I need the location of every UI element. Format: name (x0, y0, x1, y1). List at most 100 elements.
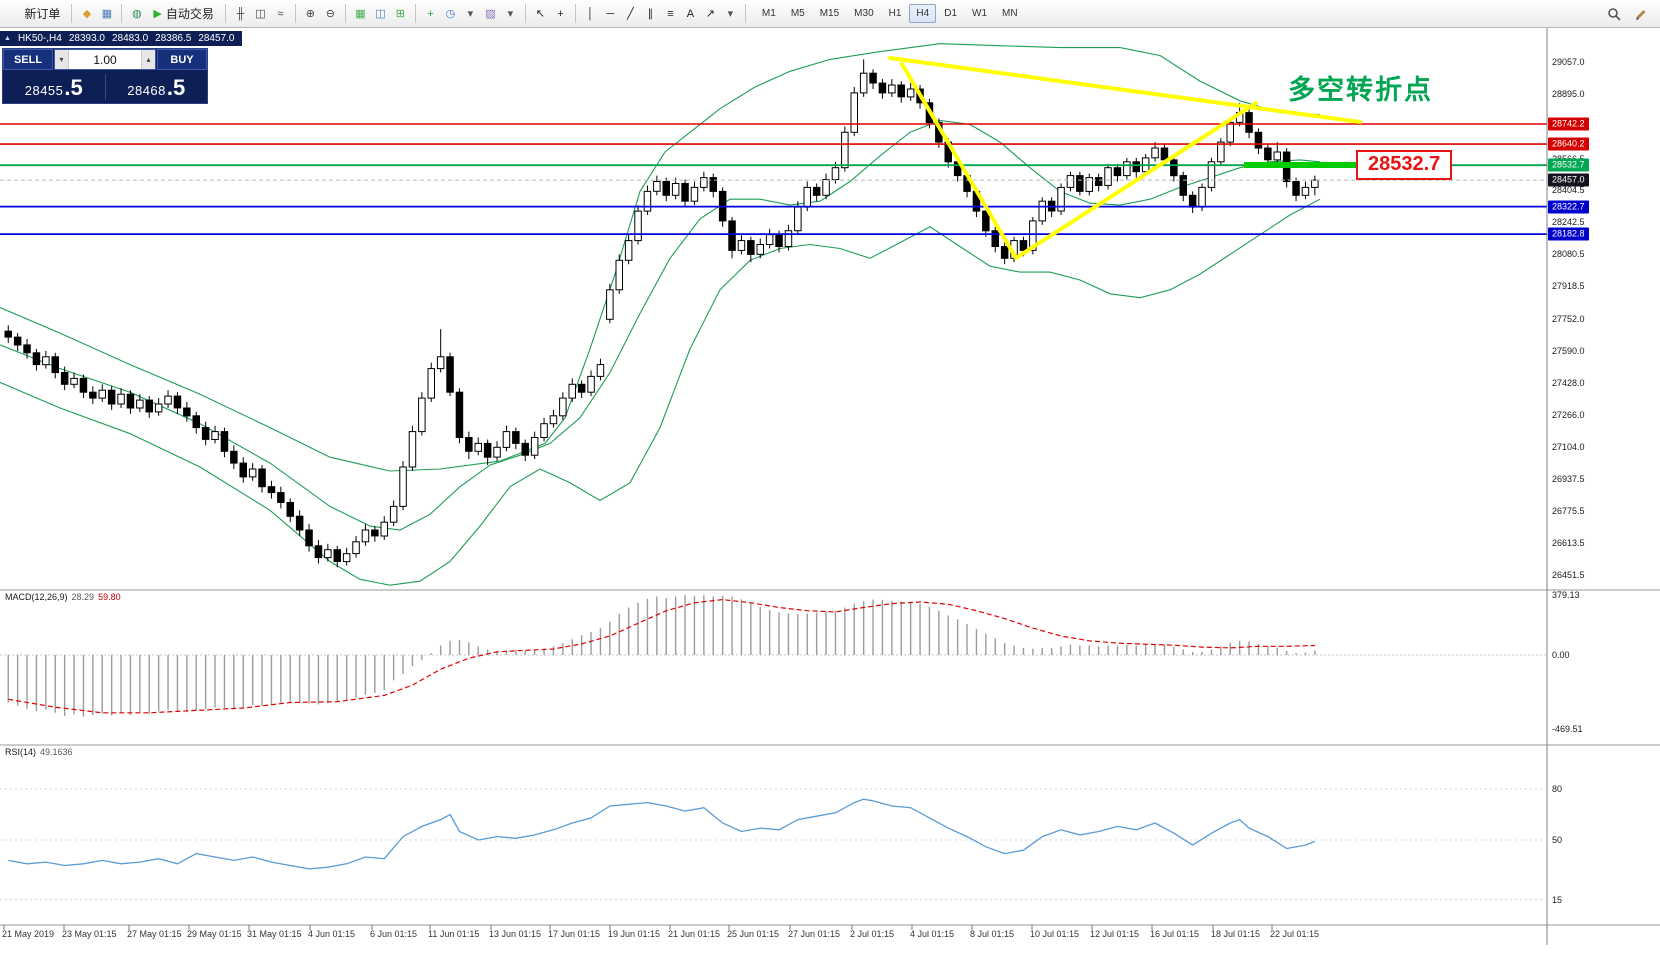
time-axis[interactable]: 21 May 2019 23 May 01:15 27 May 01:15 29 Ma… (0, 926, 1547, 946)
macd-histogram (7, 595, 1316, 717)
vertical-line-icon[interactable]: │ (581, 4, 600, 23)
time-axis-label: 12 Jul 01:15 (1090, 929, 1140, 939)
axis-scale-label: 27428.0 (1552, 377, 1585, 388)
zoom-in-icon[interactable]: ⊕ (301, 4, 320, 23)
toolbar-separator (574, 4, 576, 23)
buy-button[interactable]: BUY (157, 49, 207, 70)
toolbar-separator (414, 4, 416, 23)
timeframe-button-m5[interactable]: M5 (790, 8, 805, 19)
indicators-icon[interactable]: + (421, 4, 440, 23)
timeframe-button-mn[interactable]: MN (1002, 8, 1018, 19)
channel-icon-glyph: ∥ (647, 8, 654, 20)
cursor-icon[interactable]: ↖ (531, 4, 550, 23)
candlestick-chart-icon-glyph: ◫ (255, 8, 266, 20)
axis-scale-label: -469.51 (1552, 724, 1583, 735)
price-axis-tag: 28532.7 (1548, 158, 1589, 172)
buy-price[interactable]: 28468.5 (127, 74, 186, 100)
templates-icon-glyph: ▨ (485, 8, 496, 20)
price-axis-tag: 28640.2 (1548, 137, 1589, 151)
price-axis[interactable]: 29057.0 28895.0 28566.5 28404.5 28242.5 28080… (1548, 28, 1660, 945)
axis-scale-label: 26775.5 (1552, 506, 1585, 517)
line-chart-icon[interactable]: ≈ (271, 4, 290, 23)
axis-scale-label: 26937.5 (1552, 474, 1585, 485)
zoom-in-icon-glyph: ⊕ (305, 8, 316, 20)
sell-price[interactable]: 28455.5 (24, 74, 83, 100)
dropdown-arrow-icon-glyph: ▾ (727, 8, 734, 20)
dropdown-arrow-icon[interactable]: ▾ (721, 4, 740, 23)
metaeditor-icon[interactable]: ◆ (77, 4, 96, 23)
new-chart-icon[interactable]: ⊞ (391, 4, 410, 23)
zoom-out-icon[interactable]: ⊖ (321, 4, 340, 23)
fibonacci-icon[interactable]: ≡ (661, 4, 680, 23)
time-axis-label: 29 May 01:15 (187, 929, 242, 939)
cursor-icon-glyph: ↖ (535, 8, 546, 20)
text-icon-glyph: A (686, 7, 695, 20)
channel-icon[interactable]: ∥ (641, 4, 660, 23)
axis-scale-label: 28080.5 (1552, 249, 1585, 260)
search-icon[interactable] (1604, 4, 1623, 23)
trendline-icon[interactable]: ╱ (621, 4, 640, 23)
toolbar-separator (121, 4, 123, 23)
timeframe-button-m30[interactable]: M30 (854, 8, 874, 19)
sell-button[interactable]: SELL (3, 49, 53, 70)
templates-icon[interactable]: ▨ (481, 4, 500, 23)
axis-scale-label: 27590.0 (1552, 345, 1585, 356)
new-order-button[interactable]: ▤ 新订单 (4, 3, 66, 25)
ohlc-bars-icon[interactable]: ╫ (231, 4, 250, 23)
auto-trading-button[interactable]: ▶ 自动交易 (147, 3, 219, 25)
candlestick-chart-icon[interactable]: ◫ (251, 4, 270, 23)
market-watch-icon[interactable]: ▦ (97, 4, 116, 23)
crosshair-icon[interactable]: + (551, 4, 570, 23)
timeframe-button-h4[interactable]: H4 (909, 4, 937, 23)
globe-icon-glyph: ◍ (132, 8, 142, 20)
periods-icon[interactable]: ◷ (441, 4, 460, 23)
time-axis-label: 6 Jun 01:15 (370, 929, 418, 939)
edit-pencil-icon[interactable] (1631, 4, 1650, 23)
symbol-title: HK50-,H4 (17, 33, 62, 44)
dropdown-arrow-icon[interactable]: ▾ (501, 4, 520, 23)
indicators-icon-glyph: + (427, 7, 434, 20)
price-axis-tag: 28457.0 (1548, 173, 1589, 187)
new-order-icon: ▤ (10, 8, 21, 20)
globe-icon[interactable]: ◍ (127, 4, 146, 23)
dropdown-arrow-icon[interactable]: ▾ (461, 4, 480, 23)
bar-close-value: 28457.0 (198, 33, 235, 44)
horizontal-line-icon-glyph: ─ (606, 7, 615, 20)
time-axis-label: 8 Jul 01:15 (970, 929, 1015, 939)
volume-up-arrow-icon[interactable]: ▴ (141, 50, 155, 69)
volume-spinner[interactable]: ▾ 1.00 ▴ (54, 49, 156, 70)
volume-value[interactable]: 1.00 (93, 52, 117, 67)
time-axis-label: 21 May 2019 (2, 929, 55, 939)
time-axis-label: 27 May 01:15 (127, 929, 182, 939)
fibonacci-icon-glyph: ≡ (667, 7, 674, 20)
horizontal-line-icon[interactable]: ─ (601, 4, 620, 23)
bar-open-value: 28393.0 (68, 33, 105, 44)
timeframe-button-w1[interactable]: W1 (972, 8, 988, 19)
line-chart-icon-glyph: ≈ (277, 7, 284, 20)
time-axis-label: 21 Jun 01:15 (668, 929, 721, 939)
vertical-line-icon-glyph: │ (586, 7, 594, 20)
time-axis-label: 13 Jun 01:15 (489, 929, 542, 939)
zoom-out-icon-glyph: ⊖ (325, 8, 336, 20)
tile-windows-icon[interactable]: ▦ (351, 4, 370, 23)
text-icon[interactable]: A (681, 4, 700, 23)
toolbar-separator (744, 4, 746, 23)
axis-scale-label: 27918.5 (1552, 281, 1585, 292)
axis-scale-label: 27266.0 (1552, 409, 1585, 420)
one-click-trading-panel: SELL ▾ 1.00 ▴ BUY 28455.5 28468.5 (2, 48, 208, 104)
trendline-icon-glyph: ╱ (627, 8, 634, 20)
timeframe-button-m15[interactable]: M15 (819, 8, 840, 19)
axis-scale-label: 27752.0 (1552, 313, 1585, 324)
volume-dropdown-arrow-icon[interactable]: ▾ (55, 50, 69, 69)
arrows-icon[interactable]: ↗ (701, 4, 720, 23)
timeframe-button-h1[interactable]: H1 (888, 8, 902, 19)
axis-scale-label: 379.13 (1552, 589, 1580, 600)
auto-trading-icon: ▶ (153, 8, 162, 20)
metaeditor-icon-glyph: ◆ (82, 8, 92, 20)
timeframe-button-d1[interactable]: D1 (944, 8, 958, 19)
timeframe-button-m1[interactable]: M1 (761, 8, 776, 19)
toolbar-separator (71, 4, 73, 23)
arrange-windows-icon[interactable]: ◫ (371, 4, 390, 23)
collapse-panel-icon[interactable]: ▲ (4, 35, 11, 42)
